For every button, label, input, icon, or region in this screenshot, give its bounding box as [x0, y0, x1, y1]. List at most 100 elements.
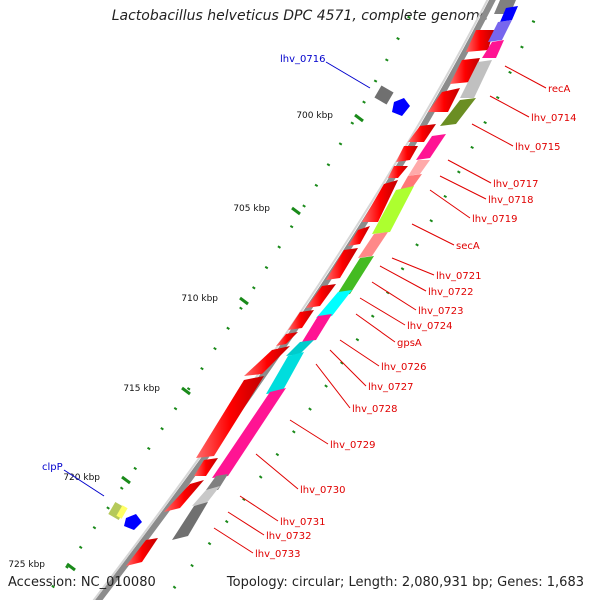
leader-line	[411, 223, 455, 246]
gene-label: lhv_0721	[436, 271, 481, 282]
tick-label: 700 kbp	[296, 111, 333, 121]
gene-box	[192, 486, 220, 506]
scale-ticks: 700 kbp 705 kbp 710 kbp 715 kbp 720 kbp 725 k…	[8, 111, 364, 572]
gene-track-colored	[172, 0, 518, 540]
leader-line	[339, 339, 380, 367]
gene-arrow	[288, 310, 314, 330]
tick-mark	[354, 113, 364, 123]
gene-box	[206, 474, 228, 490]
gene-label: lhv_0727	[368, 382, 413, 393]
gene-box	[416, 134, 446, 160]
leader-line	[371, 281, 417, 311]
tick-label: 705 kbp	[233, 204, 270, 214]
gene-arrow	[164, 480, 204, 512]
gene-label: lhv_0733	[255, 549, 300, 560]
gene-arrow	[388, 166, 408, 178]
gene-box	[400, 174, 422, 190]
gene-arrow	[396, 146, 418, 162]
gene-label: lhv_0722	[428, 287, 473, 298]
gene-box	[172, 502, 208, 540]
gene-label: lhv_0730	[300, 485, 345, 496]
gene-box	[500, 6, 518, 22]
topology-label: Topology: circular; Length: 2,080,931 bp…	[226, 575, 584, 590]
tick-mark	[121, 475, 131, 485]
gene-arrow	[466, 30, 494, 52]
gene-box	[482, 40, 504, 58]
leader-line	[227, 511, 265, 536]
gene-box	[374, 85, 394, 105]
accession-label: Accession: NC_010080	[8, 575, 156, 590]
tick-label: 710 kbp	[181, 294, 218, 304]
gene-box	[316, 290, 352, 318]
gene-arrow-blue	[392, 98, 410, 116]
gene-arrow	[126, 538, 158, 566]
gene-box	[266, 352, 304, 394]
leader-line	[289, 419, 329, 445]
gene-arrow	[450, 58, 480, 84]
gene-label: lhv_0716	[280, 54, 325, 65]
leader-line	[429, 189, 471, 219]
gene-label: lhv_0732	[266, 531, 311, 542]
backbone	[92, 0, 496, 600]
gene-arrow	[428, 88, 460, 112]
gene-label: lhv_0729	[330, 440, 375, 451]
gene-box	[336, 256, 374, 296]
gene-box	[286, 340, 314, 356]
leader-line	[255, 453, 299, 490]
gene-box	[358, 232, 388, 258]
gene-arrow	[408, 124, 436, 142]
leader-line	[391, 257, 435, 276]
gene-arrow	[348, 226, 370, 246]
leader-line	[439, 175, 487, 200]
gene-box	[108, 501, 126, 521]
gene-arrow	[276, 332, 298, 346]
leader-line	[213, 527, 254, 554]
gene-arrow	[244, 346, 290, 376]
leader-line	[325, 61, 371, 89]
gene-labels-right: recA lhv_0714 lhv_0715 lhv_0717 lhv_0718 lhv_…	[213, 65, 576, 560]
gene-box	[302, 314, 332, 342]
tick-label: 715 kbp	[123, 384, 160, 394]
leader-line	[504, 65, 547, 89]
gene-label: lhv_0719	[472, 214, 517, 225]
gene-label: lhv_0728	[352, 404, 397, 415]
gene-label: lhv_0718	[488, 195, 533, 206]
gene-box	[408, 160, 430, 176]
tick-label: 720 kbp	[63, 473, 100, 483]
gene-box	[440, 98, 476, 126]
gene-track-reverse	[108, 85, 410, 530]
leader-line	[329, 349, 367, 387]
gene-arrow	[326, 248, 358, 280]
tick-label: 725 kbp	[8, 560, 45, 570]
leader-line	[447, 159, 492, 184]
tick-mark	[181, 386, 191, 396]
gene-box	[116, 505, 128, 519]
gene-arrow	[196, 376, 264, 458]
tick-mark	[66, 562, 76, 572]
leader-line	[63, 469, 105, 497]
gene-label: lhv_0731	[280, 517, 325, 528]
leader-line	[239, 495, 279, 522]
gene-labels-left: lhv_0716 clpP	[42, 54, 371, 497]
leader-line	[379, 265, 427, 292]
gene-label: lhv_0726	[381, 362, 426, 373]
gene-box	[488, 20, 512, 42]
leader-line	[355, 313, 396, 343]
gene-label: lhv_0724	[407, 321, 452, 332]
gene-arrow	[306, 284, 336, 308]
gene-track-forward	[126, 30, 494, 566]
gene-arrow	[362, 180, 398, 222]
gene-label: clpP	[42, 462, 63, 473]
gene-box	[212, 388, 286, 478]
gene-label: gpsA	[397, 338, 422, 349]
gene-label: lhv_0717	[493, 179, 538, 190]
leader-line	[315, 363, 351, 409]
gene-label: recA	[548, 84, 571, 95]
gene-arrow	[194, 458, 218, 476]
leader-line	[359, 297, 406, 326]
leader-line	[489, 95, 530, 118]
gene-label: lhv_0715	[515, 142, 560, 153]
gene-arrow-blue	[124, 514, 142, 530]
gene-box	[372, 186, 414, 234]
